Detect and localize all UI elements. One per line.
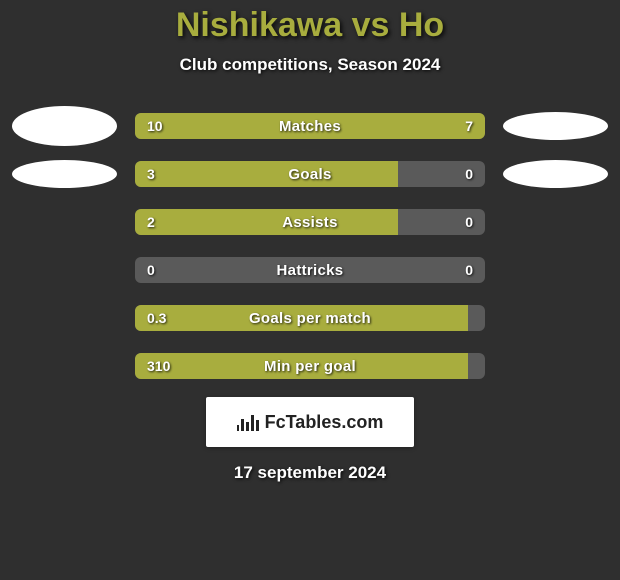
stat-value-left: 2 (147, 209, 155, 235)
avatar (12, 160, 117, 188)
page-title: Nishikawa vs Ho (176, 6, 444, 45)
stat-row: Matches107 (0, 113, 620, 139)
stat-bar-gap (468, 305, 486, 331)
avatar (12, 106, 117, 146)
stat-bar: Goals per match0.3 (135, 305, 485, 331)
stat-bar: Goals30 (135, 161, 485, 187)
stat-value-left: 0 (147, 257, 155, 283)
stat-row: Assists20 (0, 209, 620, 235)
stat-bar: Assists20 (135, 209, 485, 235)
bar-chart-icon (237, 413, 259, 431)
stat-row: Hattricks00 (0, 257, 620, 283)
page-subtitle: Club competitions, Season 2024 (180, 55, 441, 75)
logo-text: FcTables.com (265, 412, 384, 433)
stat-bar-gap (468, 353, 486, 379)
stat-value-right: 7 (465, 113, 473, 139)
stat-bar-gap (135, 257, 485, 283)
logo-box: FcTables.com (206, 397, 414, 447)
stat-bar-left (135, 353, 468, 379)
stat-bar-left (135, 161, 398, 187)
date-label: 17 september 2024 (234, 463, 386, 483)
stat-value-left: 0.3 (147, 305, 166, 331)
stat-value-left: 310 (147, 353, 170, 379)
stat-bar: Matches107 (135, 113, 485, 139)
stat-value-right: 0 (465, 209, 473, 235)
stat-bar-left (135, 305, 468, 331)
stat-value-left: 3 (147, 161, 155, 187)
stat-bar: Min per goal310 (135, 353, 485, 379)
avatar (503, 112, 608, 140)
stat-bar-left (135, 209, 398, 235)
stat-bar: Hattricks00 (135, 257, 485, 283)
stat-value-right: 0 (465, 257, 473, 283)
stat-bar-left (135, 113, 342, 139)
stat-row: Goals per match0.3 (0, 305, 620, 331)
stat-value-left: 10 (147, 113, 163, 139)
stat-row: Min per goal310 (0, 353, 620, 379)
stats-area: Matches107Goals30Assists20Hattricks00Goa… (0, 113, 620, 379)
stat-row: Goals30 (0, 161, 620, 187)
stat-value-right: 0 (465, 161, 473, 187)
avatar (503, 160, 608, 188)
infographic-content: Nishikawa vs Ho Club competitions, Seaso… (0, 0, 620, 580)
stat-bar-right (342, 113, 486, 139)
